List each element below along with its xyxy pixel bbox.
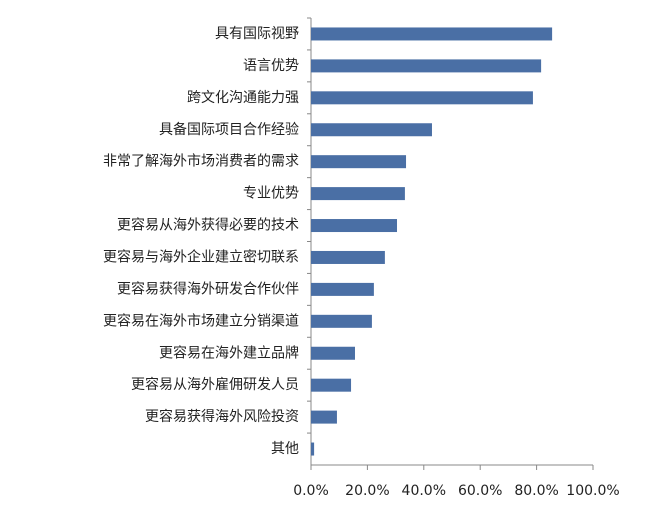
y-tick-label: 更容易从海外获得必要的技术	[117, 217, 299, 234]
x-tick-label: 0.0%	[293, 483, 329, 499]
bar	[311, 250, 385, 264]
bar	[311, 378, 352, 392]
bar	[311, 346, 355, 360]
x-tick-label: 60.0%	[458, 483, 502, 499]
bar	[311, 27, 553, 41]
bar	[311, 219, 398, 233]
x-tick-label: 80.0%	[514, 483, 558, 499]
y-tick-label: 更容易获得海外研发合作伙伴	[117, 280, 299, 297]
y-tick-label: 更容易获得海外风险投资	[145, 408, 299, 425]
bar	[311, 59, 542, 73]
y-tick-label: 其他	[271, 441, 299, 457]
bar	[311, 187, 405, 201]
x-tick-label: 40.0%	[402, 483, 446, 499]
y-tick-label: 更容易从海外雇佣研发人员	[131, 376, 299, 393]
y-tick-label: 更容易在海外建立品牌	[159, 344, 299, 361]
bar	[311, 410, 337, 424]
bar	[311, 155, 407, 169]
bar	[311, 91, 533, 105]
y-tick-label: 语言优势	[243, 58, 299, 74]
y-tick-label: 具备国际项目合作经验	[159, 121, 299, 138]
y-tick-label: 非常了解海外市场消费者的需求	[103, 153, 299, 170]
x-tick-label: 20.0%	[345, 483, 389, 499]
y-tick-label: 专业优势	[243, 186, 299, 202]
y-tick-label: 更容易与海外企业建立密切联系	[103, 248, 299, 265]
y-tick-label: 具有国际视野	[215, 26, 299, 42]
x-tick-label: 100.0%	[566, 483, 619, 499]
bar	[311, 282, 374, 296]
bar	[311, 442, 315, 456]
bar	[311, 123, 432, 137]
y-tick-label: 跨文化沟通能力强	[187, 90, 299, 106]
bar	[311, 314, 372, 328]
y-tick-label: 更容易在海外市场建立分销渠道	[103, 312, 299, 329]
